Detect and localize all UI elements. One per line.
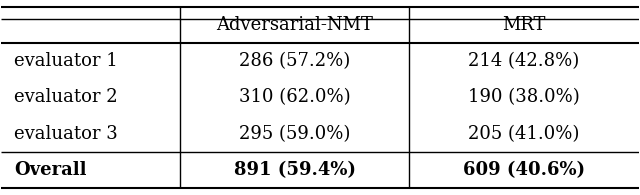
Text: Overall: Overall <box>14 161 86 179</box>
Text: 205 (41.0%): 205 (41.0%) <box>468 125 580 143</box>
Text: evaluator 1: evaluator 1 <box>14 52 118 70</box>
Text: 609 (40.6%): 609 (40.6%) <box>463 161 585 179</box>
Text: Adversarial-NMT: Adversarial-NMT <box>216 16 373 34</box>
Text: 190 (38.0%): 190 (38.0%) <box>468 89 580 106</box>
Text: 310 (62.0%): 310 (62.0%) <box>239 89 350 106</box>
Text: evaluator 2: evaluator 2 <box>14 89 118 106</box>
Text: evaluator 3: evaluator 3 <box>14 125 118 143</box>
Text: MRT: MRT <box>502 16 545 34</box>
Text: 295 (59.0%): 295 (59.0%) <box>239 125 350 143</box>
Text: 891 (59.4%): 891 (59.4%) <box>234 161 355 179</box>
Text: 214 (42.8%): 214 (42.8%) <box>468 52 580 70</box>
Text: 286 (57.2%): 286 (57.2%) <box>239 52 350 70</box>
